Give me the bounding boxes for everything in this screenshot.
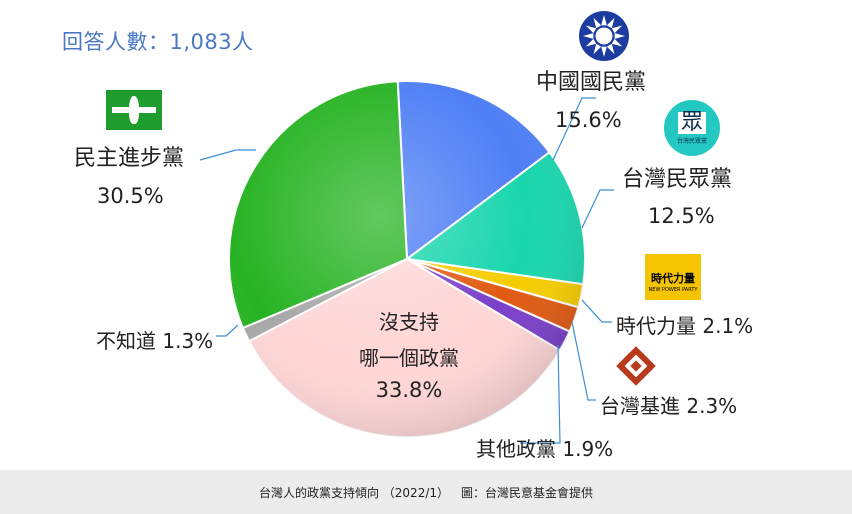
sun-emblem-icon — [579, 11, 629, 61]
leader-line-tpp — [581, 189, 614, 229]
sun-ray — [593, 43, 602, 55]
label-npp: 時代力量 2.1% — [616, 314, 754, 338]
sun-ray — [606, 43, 615, 55]
tpp-logo: 眾 台灣民眾黨 — [664, 100, 720, 156]
label-none-value: 33.8% — [375, 378, 443, 402]
kmt-logo — [578, 10, 630, 62]
label-kmt-name: 中國國民黨 — [536, 70, 647, 95]
npp-logo-subtext: NEW POWER PARTY — [648, 286, 698, 293]
label-dpp-value: 30.5% — [97, 184, 164, 208]
sun-ray — [614, 33, 625, 39]
sun-ray — [593, 17, 602, 29]
sun-ray — [611, 25, 623, 34]
leader-line-unknown — [216, 324, 239, 337]
label-none-line2: 哪一個政黨 — [359, 346, 459, 370]
label-none-line1: 沒支持 — [379, 310, 439, 334]
label-tpp-value: 12.5% — [648, 204, 715, 228]
leader-line-kmt — [552, 97, 596, 161]
chart-area: 回答人數：1,083人 中國國民黨 15.6% 眾 台灣民眾黨 台灣民眾黨 12… — [62, 10, 754, 461]
leader-line-other — [520, 344, 561, 444]
leader-line-dpp — [199, 149, 256, 161]
tpp-logo-glyph: 眾 — [677, 111, 706, 134]
tpp-logo-subtext: 台灣民眾黨 — [676, 137, 707, 145]
label-tsp: 台灣基進 2.3% — [600, 394, 738, 418]
sun-ray — [601, 15, 607, 26]
sun-ray — [611, 38, 623, 47]
leader-line-tsp — [571, 321, 596, 401]
respondents-count: 回答人數：1,083人 — [62, 30, 254, 54]
label-unknown: 不知道 1.3% — [96, 329, 214, 353]
sun-ray — [606, 17, 615, 29]
label-dpp-name: 民主進步黨 — [74, 146, 185, 171]
sun-ray — [601, 46, 607, 57]
tsp-logo — [614, 344, 658, 388]
label-other: 其他政黨 1.9% — [476, 437, 614, 461]
dpp-cross-icon — [112, 107, 156, 113]
caption-credit: 圖：台灣民意基金會提供 — [461, 485, 594, 500]
sun-ray — [585, 25, 597, 34]
sun-ray — [585, 38, 597, 47]
image-caption: 台灣人的政黨支持傾向 （2022/1） 圖：台灣民意基金會提供 — [0, 470, 852, 514]
dpp-logo — [106, 90, 162, 130]
diamond-emblem-icon — [616, 346, 656, 386]
npp-logo: 時代力量 NEW POWER PARTY — [645, 254, 701, 300]
leader-line-npp — [581, 299, 612, 323]
label-kmt-value: 15.6% — [555, 108, 622, 132]
caption-title: 台灣人的政黨支持傾向 （2022/1） — [258, 485, 450, 500]
sun-ray — [583, 33, 594, 39]
npp-logo-glyph: 時代力量 — [651, 271, 695, 285]
label-tpp-name: 台灣民眾黨 — [622, 167, 733, 192]
